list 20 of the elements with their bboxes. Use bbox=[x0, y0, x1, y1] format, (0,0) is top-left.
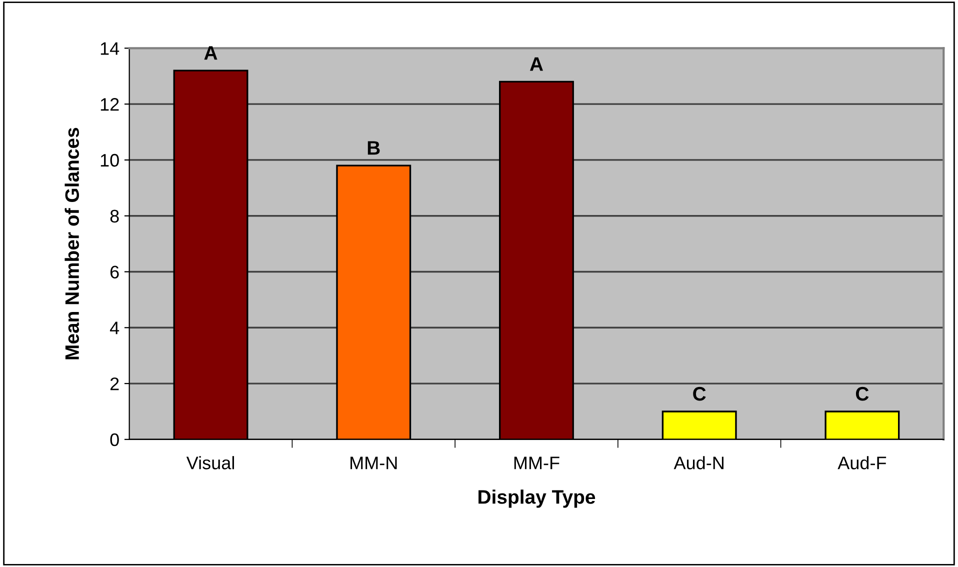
annotation: A bbox=[530, 57, 543, 71]
x-tick-label: MM-N bbox=[350, 456, 397, 470]
x-tick-label: Aud-F bbox=[838, 456, 886, 470]
y-tick-label: 8 bbox=[110, 210, 119, 223]
y-tick-label: 10 bbox=[100, 154, 119, 167]
y-tick-label: 0 bbox=[110, 433, 119, 446]
annotation: C bbox=[856, 386, 869, 401]
y-axis-title: Mean Number of Glances bbox=[64, 128, 80, 360]
x-tick-label: Visual bbox=[186, 456, 234, 470]
y-tick-label: 2 bbox=[110, 377, 119, 390]
annotation: A bbox=[204, 46, 218, 60]
x-tick-label: MM-F bbox=[514, 456, 560, 470]
y-tick-label: 12 bbox=[100, 98, 119, 111]
y-tick-label: 4 bbox=[110, 322, 120, 334]
y-tick-label: 14 bbox=[100, 42, 120, 55]
y-tick-label: 6 bbox=[110, 266, 119, 278]
annotation: C bbox=[693, 386, 706, 401]
annotation: B bbox=[368, 141, 380, 155]
x-axis-title: Display Type bbox=[478, 490, 596, 508]
x-tick-label: Aud-N bbox=[674, 456, 724, 470]
